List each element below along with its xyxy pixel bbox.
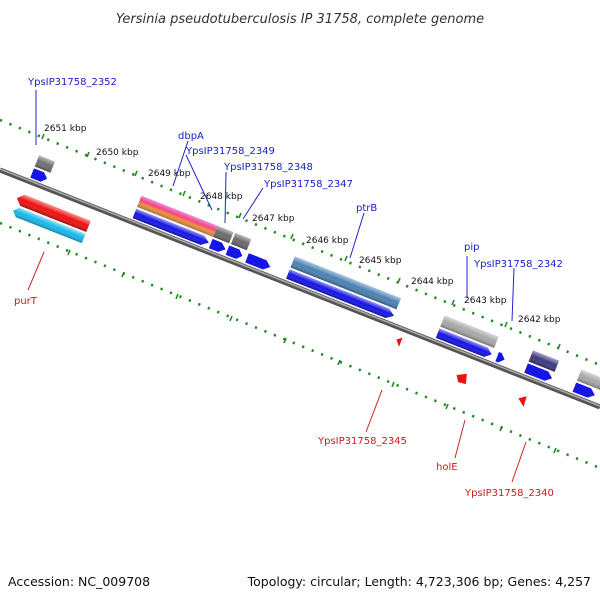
gene-label: dbpA — [178, 131, 204, 142]
cds-arrow — [245, 253, 271, 270]
genome-backbone — [0, 167, 600, 410]
reverse-labels: purT YpsIP31758_2345 holE YpsIP31758_234… — [14, 251, 554, 499]
tick-label: 2645 kbp — [359, 256, 402, 266]
cds-arrow — [524, 363, 553, 381]
cds-arrow — [495, 352, 505, 363]
tick-label: 2648 kbp — [200, 192, 243, 202]
accession-text: Accession: NC_009708 — [8, 574, 150, 589]
reverse-gene-2340 — [518, 396, 527, 407]
reverse-gene-track — [12, 194, 527, 407]
cds-arrow — [225, 245, 243, 259]
forward-gene-track — [34, 155, 600, 395]
reverse-gene-hole — [456, 373, 467, 385]
gene-label: YpsIP31758_2349 — [185, 146, 275, 157]
cds-arrow — [30, 168, 48, 182]
reverse-gene-2345 — [396, 337, 403, 347]
gene-label: YpsIP31758_2352 — [27, 77, 117, 88]
gene-label: YpsIP31758_2345 — [317, 436, 407, 447]
tick-label: 2644 kbp — [411, 277, 454, 287]
tick-label: 2646 kbp — [306, 236, 349, 246]
tick-label: 2649 kbp — [148, 169, 191, 179]
genome-summary-text: Topology: circular; Length: 4,723,306 bp… — [247, 574, 591, 589]
inner-tick-marks — [67, 249, 557, 454]
outer-dotted-ring — [0, 118, 600, 367]
kbp-tick-labels: 2651 kbp 2650 kbp 2649 kbp 2648 kbp 2647… — [44, 124, 561, 325]
gene-label: YpsIP31758_2342 — [473, 259, 563, 270]
map-title: Yersinia pseudotuberculosis IP 31758, co… — [116, 12, 484, 27]
gene-label: YpsIP31758_2340 — [464, 488, 554, 499]
gene-label: purT — [14, 296, 38, 307]
gene-label: YpsIP31758_2347 — [263, 179, 353, 190]
tick-label: 2642 kbp — [518, 315, 561, 325]
tick-label: 2651 kbp — [44, 124, 87, 134]
gene-label: ptrB — [356, 203, 377, 214]
tick-label: 2643 kbp — [464, 296, 507, 306]
cds-arrow — [572, 382, 595, 398]
forward-labels: YpsIP31758_2352 dbpA YpsIP31758_2349 Yps… — [27, 77, 563, 322]
gene-label: holE — [436, 462, 458, 473]
cds-arrow — [208, 238, 226, 252]
tick-marks — [41, 133, 561, 350]
gene-label: YpsIP31758_2348 — [223, 162, 313, 173]
forward-cds-track — [30, 168, 595, 398]
gene-label: pip — [464, 242, 479, 253]
tick-label: 2647 kbp — [252, 214, 295, 224]
tick-label: 2650 kbp — [96, 148, 139, 158]
